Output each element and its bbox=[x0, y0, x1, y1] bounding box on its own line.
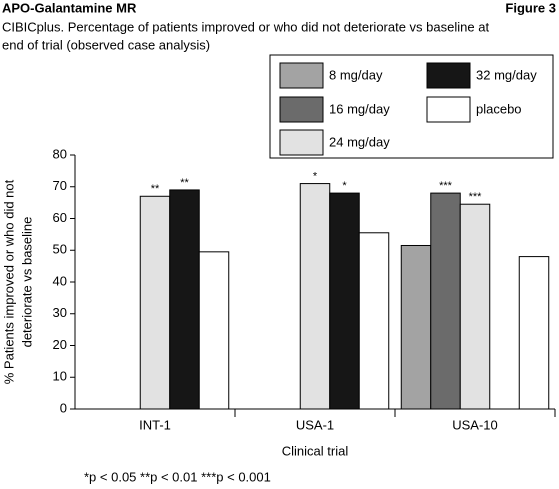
legend-swatch bbox=[426, 96, 471, 123]
footnote: *p < 0.05 **p < 0.01 ***p < 0.001 bbox=[84, 469, 271, 484]
significance-marker: * bbox=[313, 170, 318, 182]
x-axis-label: Clinical trial bbox=[282, 443, 349, 458]
bar bbox=[459, 203, 491, 410]
bar bbox=[518, 256, 550, 410]
subtitle-line: end of trial (observed case analysis) bbox=[2, 37, 210, 52]
legend-swatch bbox=[279, 62, 324, 89]
legend-swatch bbox=[279, 129, 324, 156]
legend-label: 16 mg/day bbox=[329, 101, 390, 116]
y-tick-label: 10 bbox=[53, 369, 67, 384]
x-tick-label: USA-10 bbox=[452, 417, 498, 432]
legend-swatch bbox=[426, 62, 471, 89]
significance-marker: ** bbox=[180, 177, 189, 189]
bar bbox=[430, 192, 461, 410]
x-tick-label: USA-1 bbox=[296, 417, 334, 432]
legend-label: 32 mg/day bbox=[476, 67, 537, 82]
y-tick-label: 50 bbox=[53, 242, 67, 257]
bar bbox=[139, 195, 171, 410]
significance-marker: *** bbox=[469, 191, 483, 203]
y-tick-label: 20 bbox=[53, 337, 67, 352]
chart-title: APO-Galantamine MR bbox=[2, 0, 137, 15]
y-tick-label: 60 bbox=[53, 210, 67, 225]
bar bbox=[198, 251, 230, 410]
y-tick-label: 0 bbox=[60, 400, 67, 415]
legend-swatch bbox=[279, 96, 324, 123]
legend-label: 8 mg/day bbox=[329, 67, 383, 82]
figure-label: Figure 3 bbox=[505, 0, 556, 15]
significance-marker: *** bbox=[439, 180, 453, 192]
y-axis-label: % Patients improved or who did not bbox=[1, 179, 16, 384]
legend-label: 24 mg/day bbox=[329, 134, 390, 149]
bar bbox=[400, 244, 432, 410]
y-tick-label: 80 bbox=[53, 146, 67, 161]
significance-marker: ** bbox=[151, 183, 160, 195]
y-tick-label: 40 bbox=[53, 273, 67, 288]
bar bbox=[329, 192, 360, 410]
y-tick-label: 30 bbox=[53, 305, 67, 320]
y-axis-label: deteriorate vs baseline bbox=[19, 217, 34, 348]
y-tick-label: 70 bbox=[53, 178, 67, 193]
subtitle-line: CIBICplus. Percentage of patients improv… bbox=[2, 19, 489, 34]
legend-label: placebo bbox=[476, 101, 522, 116]
bar bbox=[299, 183, 331, 410]
bar bbox=[169, 189, 200, 410]
x-tick-label: INT-1 bbox=[139, 417, 171, 432]
significance-marker: * bbox=[342, 180, 347, 192]
bar bbox=[358, 232, 390, 410]
